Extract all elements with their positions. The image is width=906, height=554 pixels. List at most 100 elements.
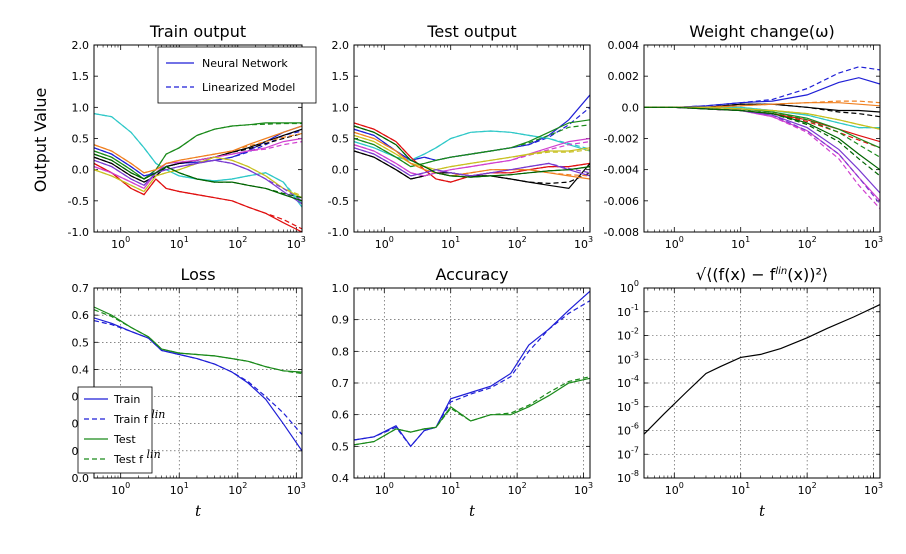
ytick-label: -1.0 [68, 226, 89, 239]
xtick-label: 100 [665, 481, 684, 497]
panel-accuracy: 1.0 0.9 0.8 0.7 0.6 0.5 0.4 100 101 102 103 Accurac… [332, 265, 594, 520]
ytick-label: 1.5 [72, 70, 90, 83]
ytick-label: 2.0 [72, 39, 90, 52]
legend-output-label-lin: Linearized Model [202, 81, 295, 94]
xtick-label: 101 [170, 235, 189, 251]
ytick-label: 0.6 [72, 309, 90, 322]
xtick-label: 103 [287, 481, 306, 497]
axes-frame [353, 287, 591, 479]
series-line-0 [644, 304, 880, 435]
ytick-label: 0.5 [72, 336, 90, 349]
series-line-2 [94, 162, 302, 232]
series-line-lin-9 [644, 106, 880, 177]
xtick-label: 102 [798, 481, 817, 497]
chart-title: Accuracy [435, 265, 508, 284]
ytick-label: 0.0 [72, 164, 90, 177]
ytick-label: 10-2 [617, 327, 639, 343]
xtick-label: 100 [111, 235, 130, 251]
series-line-lin-7 [354, 131, 590, 177]
ytick-label: 100 [620, 279, 639, 295]
xtick-label: 102 [228, 481, 247, 497]
xtick-label: 102 [228, 235, 247, 251]
axes-frame [643, 287, 881, 479]
series-line-lin-6 [354, 134, 590, 171]
chart-title: √⟨(f(x) − flin(x))²⟩ [696, 265, 828, 284]
series-line-lin-5 [94, 141, 302, 190]
xtick-label: 101 [170, 481, 189, 497]
legend-loss-label-test: Test [113, 433, 136, 446]
ytick-label: 10-6 [617, 422, 639, 438]
series-line-lin-1 [94, 122, 302, 180]
legend-output-box [157, 46, 317, 104]
series-line-2 [354, 377, 590, 446]
ytick-label: 0.8 [332, 345, 350, 358]
series-line-lin-3 [94, 130, 302, 177]
series-line-lin-0 [94, 113, 302, 205]
series-line-lin-8 [94, 159, 302, 202]
xtick-label: 103 [287, 235, 306, 251]
xtick-label: 102 [798, 235, 817, 251]
series-line-3 [94, 309, 302, 375]
series-line-lin-2 [94, 162, 302, 230]
chart-title: Train output [149, 22, 246, 41]
ytick-label: 0.0 [72, 472, 90, 485]
xtick-label: 103 [574, 481, 593, 497]
axes-frame [93, 287, 303, 479]
ytick-label: 1.5 [332, 70, 350, 83]
ytick-label: 2.0 [332, 39, 350, 52]
ytick-label: -0.006 [604, 195, 639, 208]
ytick-label: 0.7 [72, 282, 90, 295]
axes-frame [643, 44, 881, 233]
series-line-2 [94, 306, 302, 373]
figure-ylabel: Output Value [31, 88, 50, 193]
ytick-label: 0.9 [332, 314, 350, 327]
xtick-label: 100 [375, 481, 394, 497]
ytick-label: -1.0 [328, 226, 349, 239]
chart-xlabel: t [469, 502, 476, 520]
ytick-label: 10-3 [617, 350, 639, 366]
xtick-label: 100 [665, 235, 684, 251]
xtick-label: 100 [111, 481, 130, 497]
ytick-label: 10-5 [617, 398, 639, 414]
xtick-label: 101 [441, 481, 460, 497]
series-line-lin-2 [354, 122, 590, 183]
series-line-lin-4 [644, 106, 880, 210]
series-line-1 [94, 122, 302, 180]
ytick-label: -0.002 [604, 133, 639, 146]
series-line-lin-4 [354, 124, 590, 168]
series-line-9 [94, 153, 302, 202]
ytick-label: 0.0 [622, 101, 640, 114]
ytick-label: -0.008 [604, 226, 639, 239]
chart-title: Weight change(ω) [689, 22, 835, 41]
panel-test-output: 2.0 1.5 1.0 0.5 0.0 -0.5 -1.0 100 101 102 103 Test … [328, 22, 594, 251]
ytick-label: 0.7 [332, 377, 350, 390]
xtick-label: 100 [375, 235, 394, 251]
chart-title: Test output [426, 22, 516, 41]
xtick-label: 103 [864, 481, 883, 497]
ytick-label: 10-1 [617, 303, 639, 319]
xtick-label: 101 [441, 235, 460, 251]
series-line-lin-1 [354, 130, 590, 161]
ytick-label: 10-8 [617, 469, 639, 485]
series-line-1 [354, 300, 590, 448]
legend-output: Neural Network Linearized Model [157, 46, 317, 104]
xtick-label: 102 [508, 481, 527, 497]
ytick-label: 1.0 [72, 101, 90, 114]
ytick-label: -0.5 [328, 195, 349, 208]
legend-loss-label-test-lin: Test f lin [113, 448, 161, 466]
xtick-label: 103 [864, 235, 883, 251]
axes-frame [353, 44, 591, 233]
series-line-lin-5 [354, 141, 590, 177]
axes-frame [93, 44, 303, 233]
series-line-lin-6 [94, 156, 302, 197]
xtick-label: 103 [574, 235, 593, 251]
ytick-label: 0.004 [608, 39, 640, 52]
ytick-label: 1.0 [332, 282, 350, 295]
xtick-label: 101 [731, 235, 750, 251]
ytick-label: 0.5 [332, 133, 350, 146]
ytick-label: 10-4 [617, 374, 639, 390]
legend-loss-label-train: Train [113, 393, 140, 406]
series-line-lin-9 [354, 125, 590, 178]
ytick-label: -0.004 [604, 164, 639, 177]
